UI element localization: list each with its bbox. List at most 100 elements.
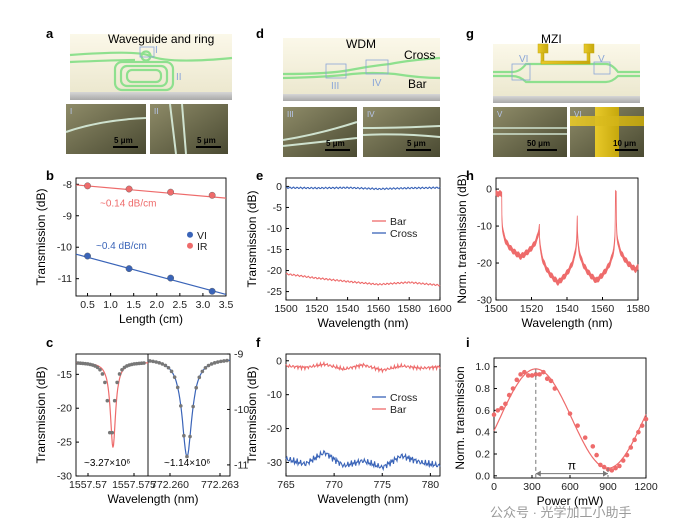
i-point: [544, 376, 550, 382]
c-xtick-label: 1557.57: [69, 479, 107, 491]
scale-bar-g2: 10 μm: [613, 139, 636, 148]
c-point-right: [160, 362, 165, 366]
i-fit-curve: [493, 368, 647, 469]
i-ytick-label: 0.2: [475, 449, 490, 461]
b-point-VI: [84, 252, 91, 260]
h-xtick-label: 1560: [591, 303, 615, 315]
f-ytick-label: -30: [267, 457, 282, 469]
chart-f: 765 770 775 780 0 -10 -20 -30 Wavelength (nm) Tra…: [245, 353, 441, 506]
b-ytick-label: -11: [58, 273, 73, 285]
i-point: [575, 423, 580, 428]
panel-b-letter: b: [46, 168, 54, 183]
f-legend-label-Cross: Cross: [390, 392, 417, 404]
chip-rendering-d: WDM Cross Bar III IV: [282, 37, 441, 101]
c-q-right: ~1.14×10⁶: [164, 458, 210, 469]
c-point-right: [222, 359, 226, 363]
c-point-right: [182, 433, 186, 438]
c-point-right: [179, 404, 183, 408]
panel-f-letter: f: [256, 335, 261, 350]
b-fit-line-VI: [75, 253, 227, 296]
i-point: [514, 377, 520, 383]
i-point: [617, 463, 622, 469]
c-point-right: [194, 385, 198, 390]
i-ytick-label: 0.6: [475, 405, 490, 417]
c-axes-frame: [75, 353, 231, 477]
b-xtick-label: 3.0: [196, 299, 211, 311]
f-ylabel: Transmission (dB): [245, 367, 259, 464]
b-point-VI: [208, 287, 216, 295]
b-legend-marker-VI: [187, 231, 193, 238]
e-series-Bar: [285, 272, 441, 287]
i-point: [624, 452, 630, 458]
panel-g: g MZI VI V: [466, 26, 644, 157]
chart-h: 1500 1520 1540 1560 1580 0 -10 -20 -30 Wavelength…: [455, 174, 650, 330]
f-xtick-label: 780: [422, 479, 440, 491]
c-point-left: [115, 380, 119, 385]
i-point: [491, 412, 497, 418]
b-point-VI: [167, 274, 175, 282]
e-xtick-label: 1520: [305, 303, 329, 315]
h-ytick-label: -10: [477, 221, 492, 233]
f-axes-frame: [285, 353, 441, 477]
c-point-right: [206, 363, 211, 368]
i-point: [590, 444, 596, 449]
c-xlabel: Wavelength (nm): [108, 492, 199, 506]
c-xtick-label: 772.263: [201, 479, 239, 491]
i-point: [537, 372, 542, 377]
i-point: [628, 445, 634, 450]
i-point: [598, 462, 603, 468]
panel-c-letter: c: [46, 335, 53, 350]
c-point-right: [166, 365, 171, 370]
i-point: [620, 458, 626, 463]
i-xtick-label: 300: [523, 481, 541, 493]
i-point: [529, 373, 535, 378]
b-xtick-label: 2.0: [149, 299, 164, 311]
chart-i: 0 300 600 900 1200 0.0 0.2 0.4 0.6 0.8 1.0 Power (m…: [453, 357, 658, 508]
c-point-left: [105, 398, 110, 403]
scale-bar-a1: 5 μm: [114, 136, 133, 145]
i-point: [495, 408, 501, 413]
b-axes-frame: [75, 177, 227, 297]
f-xtick-label: 765: [277, 479, 295, 491]
f-series-Bar: [285, 360, 441, 374]
c-point-right: [154, 360, 158, 364]
panel-d-letter: d: [256, 26, 264, 41]
b-point-IR: [208, 191, 216, 199]
c-xtick-label: 772.260: [151, 479, 189, 491]
f-xlabel: Wavelength (nm): [318, 492, 409, 506]
panel-g-title: MZI: [541, 32, 562, 46]
sem-images-g: V VI 50 μm 10 μm: [493, 107, 644, 157]
f-legend-label-Bar: Bar: [390, 404, 407, 416]
c-point-left: [142, 361, 146, 365]
c-point-left: [117, 372, 122, 376]
i-point: [601, 464, 607, 470]
e-ylabel: Transmission (dB): [245, 191, 259, 288]
e-xtick-label: 1560: [367, 303, 391, 315]
i-point: [525, 373, 531, 378]
c-point-right: [197, 375, 202, 380]
b-fit-line-IR: [75, 184, 227, 199]
region-iii-marker: III: [331, 81, 339, 92]
i-point: [632, 437, 637, 443]
b-point-VI: [125, 265, 133, 273]
e-ytick-label: -25: [267, 286, 282, 298]
scale-bar-a2: 5 μm: [197, 136, 216, 145]
sem-images-d: III IV 5 μm 5 μm: [282, 107, 441, 157]
i-ytick-label: 0.8: [475, 383, 490, 395]
c-ytick-label-right: -9: [234, 349, 243, 361]
e-ytick-label: -20: [267, 265, 282, 277]
e-ytick-label: -5: [273, 202, 282, 214]
b-legend-label-IR: IR: [197, 241, 208, 253]
e-ytick-label: 0: [276, 181, 282, 193]
c-point-right: [163, 363, 168, 368]
port-cross-label: Cross: [404, 48, 435, 62]
scale-bar-d2: 5 μm: [407, 139, 426, 148]
i-point: [533, 372, 539, 377]
i-xlabel: Power (mW): [537, 494, 604, 508]
i-point: [506, 392, 512, 398]
c-point-right: [215, 360, 220, 364]
i-point: [609, 468, 615, 473]
c-point-right: [151, 359, 155, 364]
